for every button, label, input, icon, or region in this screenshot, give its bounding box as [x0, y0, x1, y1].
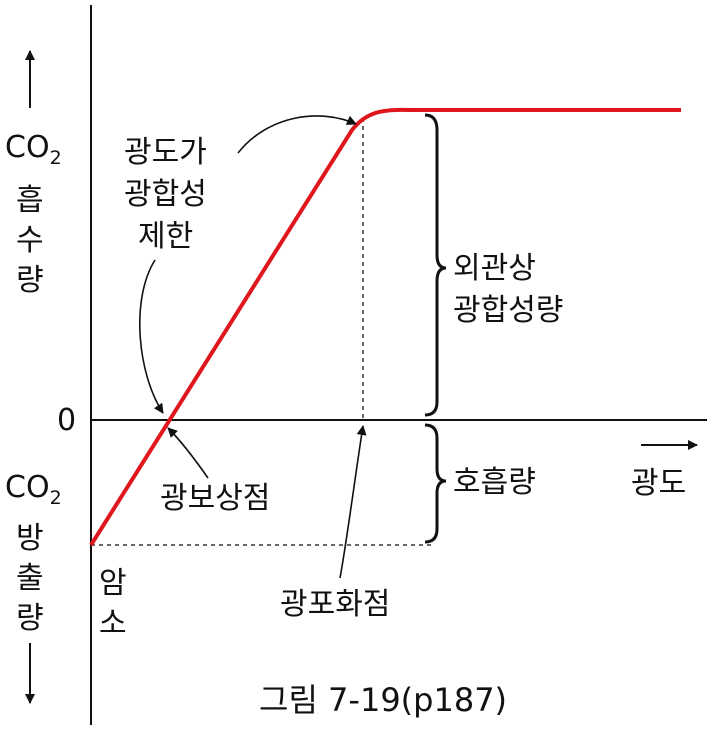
apparent-photosynthesis-line-2: 광합성량 [453, 293, 563, 328]
limiting-to-compensation-arrow [139, 259, 164, 414]
saturation-label-arrow [339, 425, 367, 579]
x-axis-label: 광도 [631, 466, 686, 501]
saturation-point-label: 광포화점 [280, 587, 390, 622]
uptake-char-1: 흡 [16, 183, 44, 218]
co2-uptake-label: CO2 [5, 130, 62, 169]
figure-caption: 그림 7-19(p187) [259, 681, 507, 719]
compensation-point-label: 광보상점 [160, 481, 270, 516]
respiration-label: 호흡량 [453, 465, 536, 500]
limiting-to-curve-arrow [237, 115, 357, 154]
dark-char-1: 암 [99, 566, 127, 601]
limiting-line-1: 광도가 [124, 135, 207, 170]
respiration-brace [424, 423, 447, 544]
uptake-char-2: 수 [16, 223, 44, 258]
release-char-1: 방 [16, 521, 44, 556]
compensation-label-arrow [167, 427, 209, 479]
release-char-3: 량 [16, 601, 44, 636]
apparent-photosynthesis-brace [424, 113, 447, 417]
limiting-line-2: 광합성 [124, 177, 207, 212]
uptake-char-3: 량 [16, 263, 44, 298]
dark-char-2: 소 [99, 606, 127, 641]
zero-label: 0 [57, 403, 76, 438]
release-char-2: 출 [16, 561, 44, 596]
co2-release-label: CO2 [5, 470, 62, 509]
apparent-photosynthesis-line-1: 외관상 [453, 251, 536, 286]
photosynthesis-curve [89, 107, 681, 547]
limiting-line-3: 제한 [138, 219, 193, 254]
